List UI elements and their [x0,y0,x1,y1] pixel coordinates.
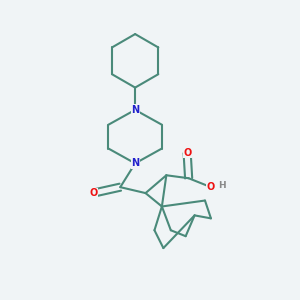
Text: H: H [218,181,226,190]
Text: O: O [89,188,98,198]
Text: N: N [131,158,139,168]
Text: O: O [183,148,191,158]
Text: O: O [207,182,215,192]
Text: N: N [131,105,139,115]
